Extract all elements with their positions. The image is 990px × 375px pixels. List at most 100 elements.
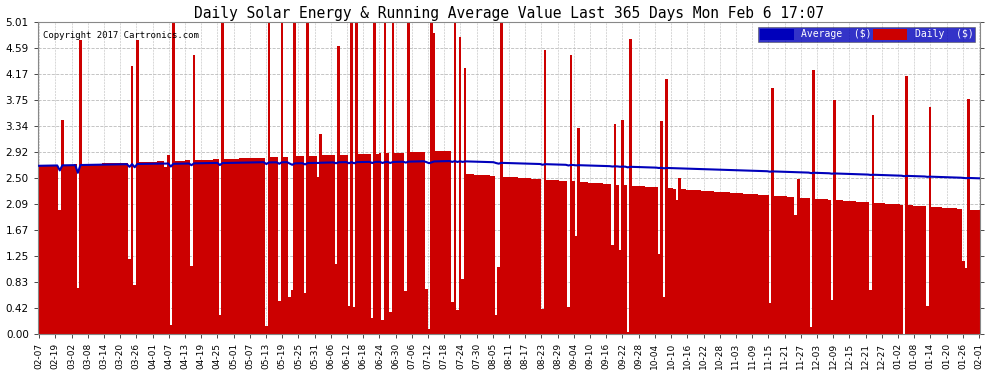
Bar [511,177,513,334]
Bar [142,162,144,334]
Bar [529,178,531,334]
Bar [728,192,730,334]
Bar [428,329,431,334]
Bar [420,152,423,334]
Bar [317,177,320,334]
Bar [147,162,148,334]
Bar [286,157,288,334]
Bar [74,165,76,334]
Bar [41,166,43,334]
Bar [611,245,614,334]
Bar [185,160,187,334]
Bar [967,99,970,334]
Bar [381,320,384,334]
Bar [898,204,900,334]
Bar [668,188,670,334]
Title: Daily Solar Energy & Running Average Value Last 365 Days Mon Feb 6 17:07: Daily Solar Energy & Running Average Val… [194,6,824,21]
Bar [649,187,652,334]
Bar [551,180,554,334]
Bar [823,199,826,334]
Bar [975,210,978,334]
Bar [768,303,771,334]
Bar [360,154,363,334]
Bar [216,159,219,334]
Bar [929,107,932,334]
Bar [503,177,505,334]
Bar [249,158,252,334]
Bar [405,291,407,334]
Bar [224,159,227,334]
Bar [340,155,343,334]
Bar [537,179,539,334]
Bar [296,156,299,334]
Bar [629,39,632,334]
Bar [678,178,681,334]
Bar [753,194,755,334]
Bar [180,160,182,334]
Bar [688,190,691,334]
Bar [275,157,278,334]
Bar [456,310,458,334]
Bar [554,180,556,334]
Bar [696,190,699,334]
Bar [596,183,598,334]
Bar [738,193,741,334]
Bar [156,162,159,334]
Bar [675,200,678,334]
Bar [304,293,306,334]
Bar [681,189,683,334]
Bar [363,154,365,334]
Bar [227,159,229,334]
Bar [63,165,66,334]
Bar [789,197,792,334]
Bar [352,307,355,334]
Bar [410,152,412,334]
Text: Copyright 2017 Cartronics.com: Copyright 2017 Cartronics.com [43,31,198,40]
Bar [299,156,301,334]
Bar [861,202,864,334]
Bar [53,165,55,334]
Bar [43,166,46,334]
Bar [260,158,262,334]
Bar [66,165,69,334]
Bar [471,174,474,334]
Bar [755,195,758,334]
Bar [513,177,516,334]
Bar [559,181,562,334]
Bar [172,22,174,334]
Bar [495,315,497,334]
Bar [309,156,312,334]
Bar [487,176,490,334]
Bar [190,266,193,334]
Bar [794,215,797,334]
Bar [826,200,828,334]
Bar [694,190,696,334]
Bar [820,199,823,334]
Bar [906,76,908,334]
Bar [603,184,606,334]
Bar [436,152,438,334]
Bar [792,197,794,334]
Bar [720,192,722,334]
Bar [524,178,526,334]
Bar [193,55,195,334]
Bar [580,182,583,334]
Bar [159,161,161,334]
Bar [643,186,644,334]
Bar [712,191,715,334]
Bar [807,198,810,334]
Bar [562,181,564,334]
Bar [333,155,335,334]
Bar [219,315,221,334]
Bar [957,209,959,334]
Bar [123,163,126,334]
Bar [257,158,260,334]
Bar [136,40,139,334]
Bar [505,177,508,334]
Bar [497,267,500,334]
Bar [879,203,882,334]
Bar [477,175,479,334]
Bar [622,120,624,334]
Bar [834,100,836,334]
Bar [662,297,665,334]
